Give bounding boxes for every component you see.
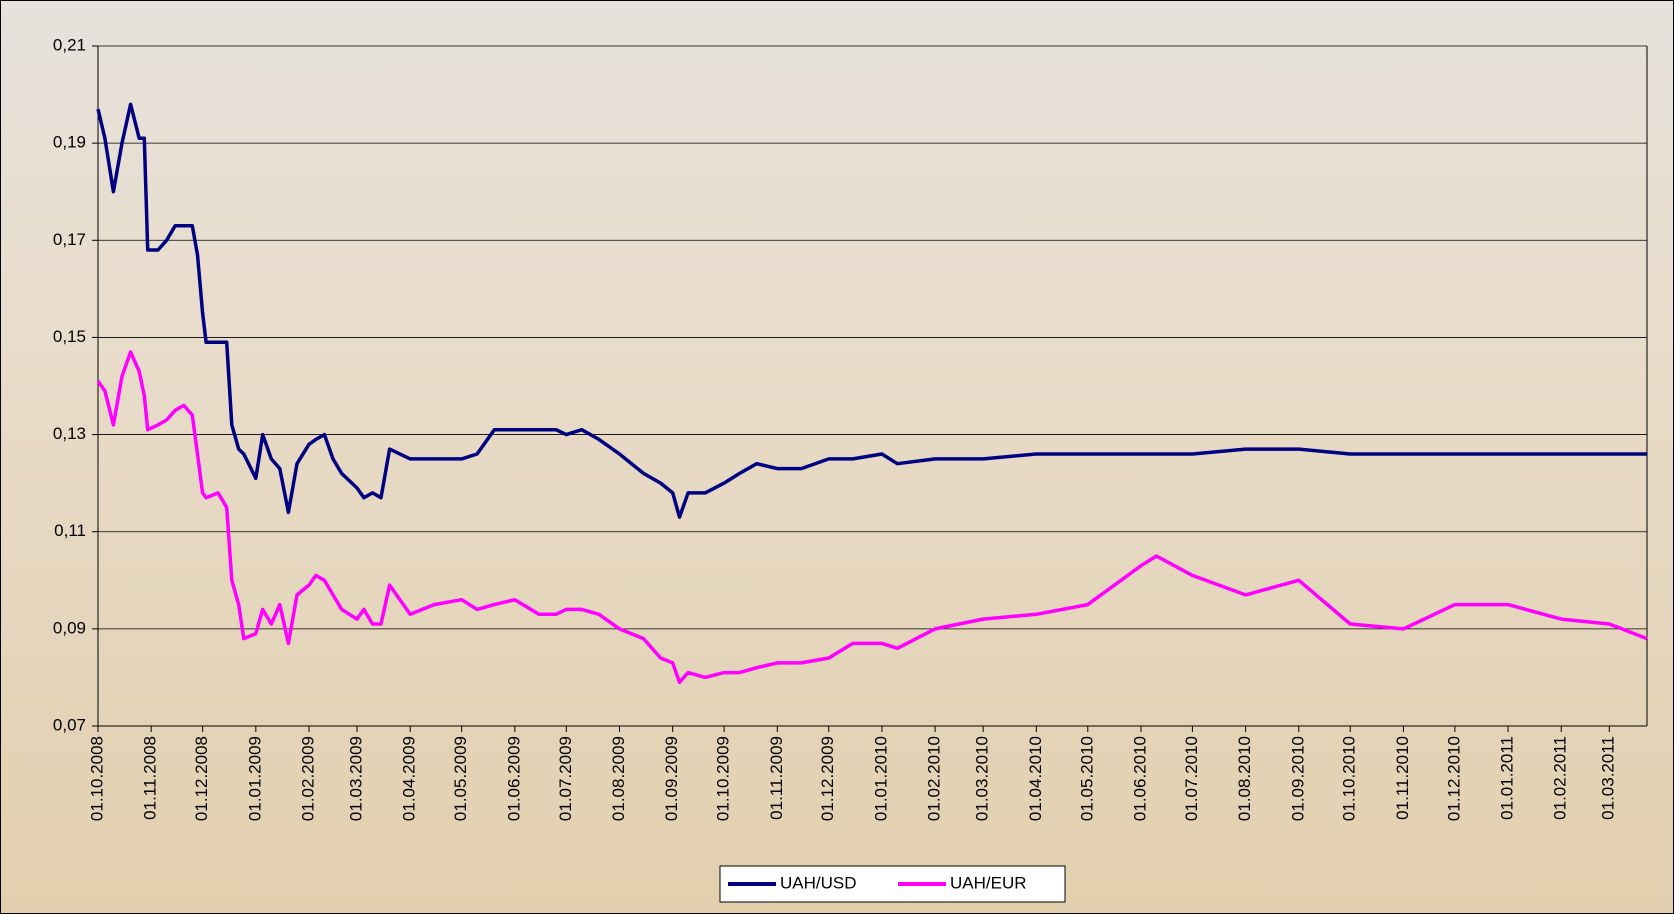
y-tick-label: 0,13 [53,424,86,443]
x-tick-label: 01.10.2008 [87,736,106,821]
x-tick-label: 01.01.2009 [245,736,264,821]
x-tick-label: 01.08.2010 [1235,736,1254,821]
x-tick-label: 01.09.2010 [1288,736,1307,821]
x-tick-label: 01.03.2009 [347,736,366,821]
legend-label: UAH/USD [780,873,857,892]
legend-label: UAH/EUR [950,873,1027,892]
x-tick-label: 01.02.2009 [298,736,317,821]
y-tick-label: 0,07 [53,715,86,734]
x-tick-label: 01.04.2009 [400,736,419,821]
x-tick-label: 01.05.2009 [451,736,470,821]
x-tick-label: 01.01.2011 [1498,736,1517,820]
x-tick-label: 01.11.2009 [767,736,786,820]
x-tick-label: 01.05.2010 [1077,736,1096,821]
x-tick-label: 01.03.2010 [973,736,992,821]
x-tick-label: 01.10.2010 [1340,736,1359,821]
x-tick-label: 01.04.2010 [1026,736,1045,821]
x-tick-label: 01.12.2010 [1444,736,1463,821]
x-tick-label: 01.11.2010 [1393,736,1412,820]
x-tick-label: 01.11.2008 [141,736,160,820]
x-tick-label: 01.08.2009 [609,736,628,821]
x-tick-label: 01.09.2009 [662,736,681,821]
x-tick-label: 01.12.2008 [192,736,211,821]
y-tick-label: 0,19 [53,133,86,152]
x-tick-label: 01.02.2010 [925,736,944,821]
x-tick-label: 01.06.2009 [504,736,523,821]
x-tick-label: 01.01.2010 [871,736,890,821]
y-tick-label: 0,21 [53,35,86,54]
x-tick-label: 01.07.2010 [1182,736,1201,821]
y-tick-label: 0,15 [53,327,86,346]
y-tick-label: 0,17 [53,230,86,249]
chart: 0,07 0,09 0,11 0,13 0,15 0,17 0,19 0,21 01.10.20… [0,0,1674,914]
x-tick-label: 01.07.2009 [556,736,575,821]
x-tick-label: 01.02.2011 [1551,736,1570,820]
x-tick-label: 01.06.2010 [1130,736,1149,821]
x-tick-label: 01.10.2009 [714,736,733,821]
y-tick-label: 0,09 [53,618,86,637]
x-tick-label: 01.12.2009 [818,736,837,821]
x-tick-label: 01.03.2011 [1599,736,1618,820]
y-tick-label: 0,11 [54,521,86,540]
